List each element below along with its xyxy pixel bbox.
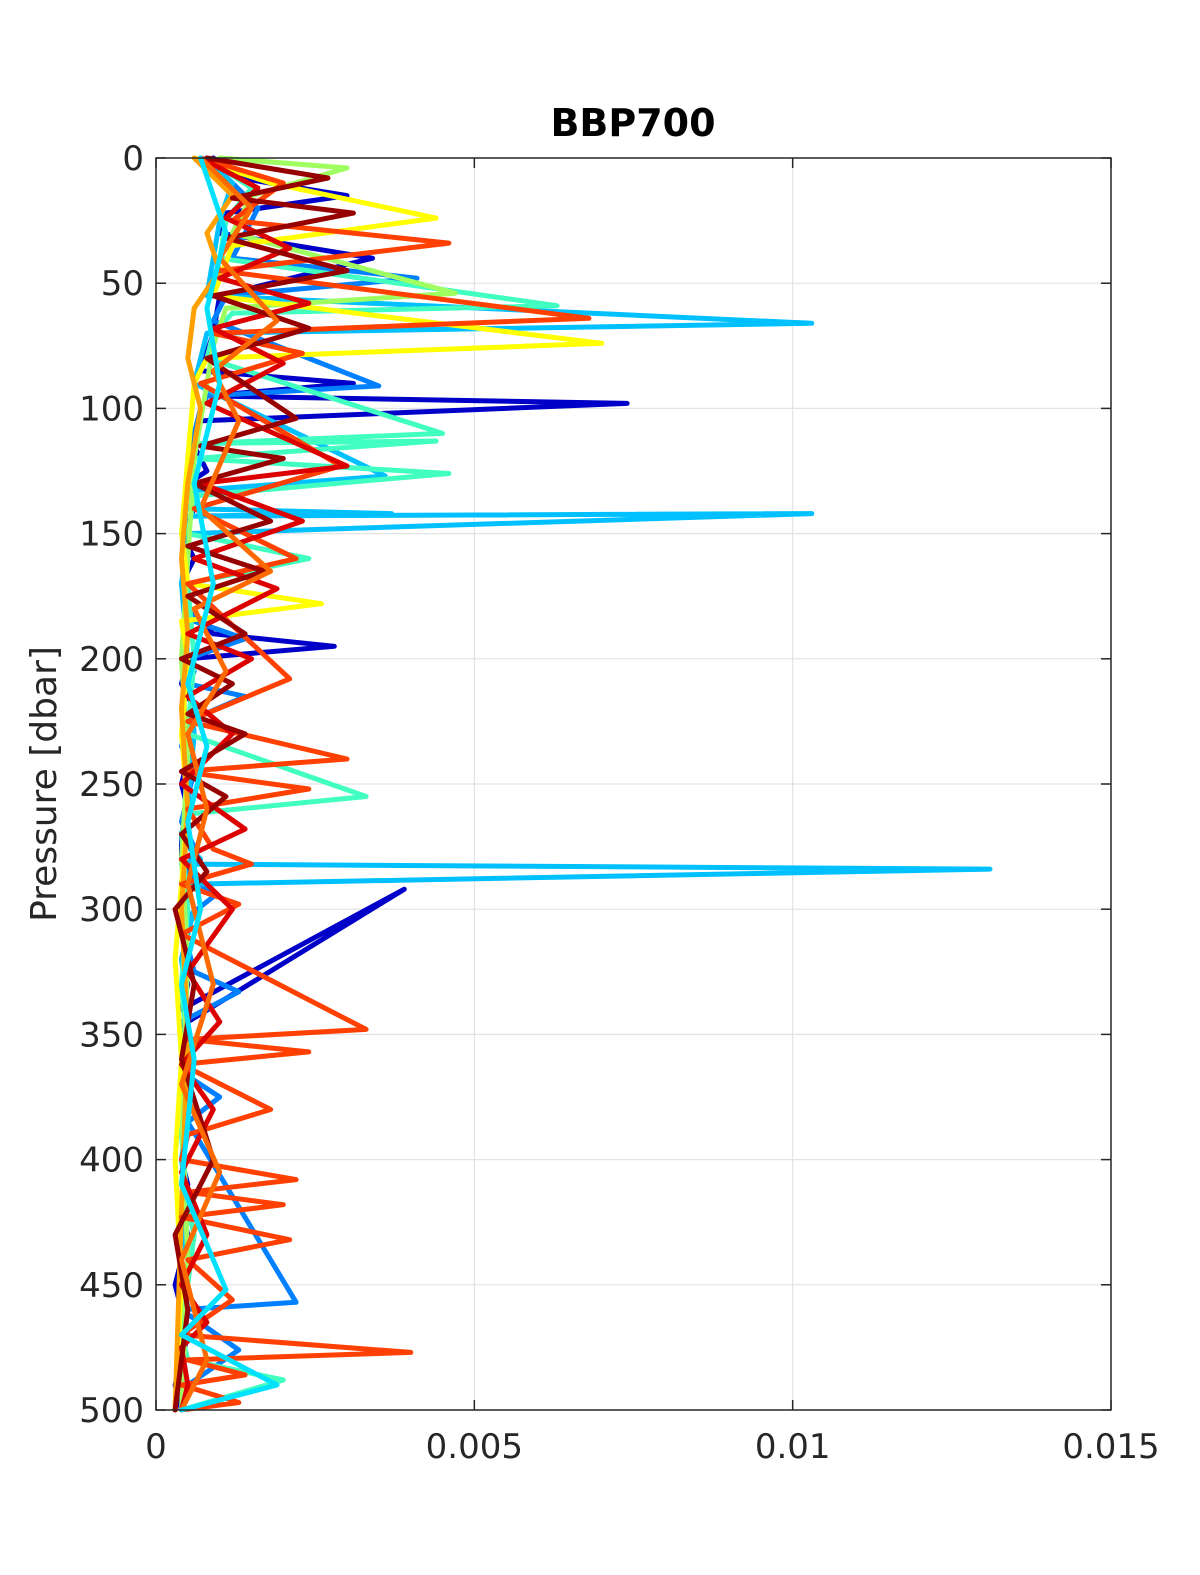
y-tick-label: 150 [79, 515, 144, 555]
data-series [172, 155, 993, 1413]
y-axis-label: Pressure [dbar] [24, 646, 65, 922]
profile-line-7 [179, 155, 592, 1413]
tick-labels: 0 0.005 0.01 0.015 0 50 100 150 200 250 300 350 400 4… [79, 139, 1160, 1467]
y-tick-label: 400 [79, 1141, 144, 1181]
y-tick-label: 0 [122, 139, 144, 179]
x-tick-label: 0.015 [1062, 1427, 1159, 1467]
y-tick-label: 200 [79, 640, 144, 680]
profile-line-8 [179, 155, 350, 1413]
y-tick-label: 50 [101, 264, 144, 304]
axes [155, 157, 1112, 1411]
y-tick-label: 250 [79, 765, 144, 805]
x-tick-label: 0.01 [755, 1427, 831, 1467]
x-tick-label: 0 [145, 1427, 167, 1467]
y-tick-label: 350 [79, 1015, 144, 1055]
x-tick-label: 0.005 [426, 1427, 523, 1467]
y-tick-label: 300 [79, 890, 144, 930]
y-tick-label: 500 [79, 1391, 144, 1431]
profile-line-10 [179, 155, 280, 1413]
y-tick-label: 450 [79, 1266, 144, 1306]
profile-line-11 [179, 155, 280, 1413]
chart-title: BBP700 [550, 101, 715, 145]
y-tick-label: 100 [79, 389, 144, 429]
